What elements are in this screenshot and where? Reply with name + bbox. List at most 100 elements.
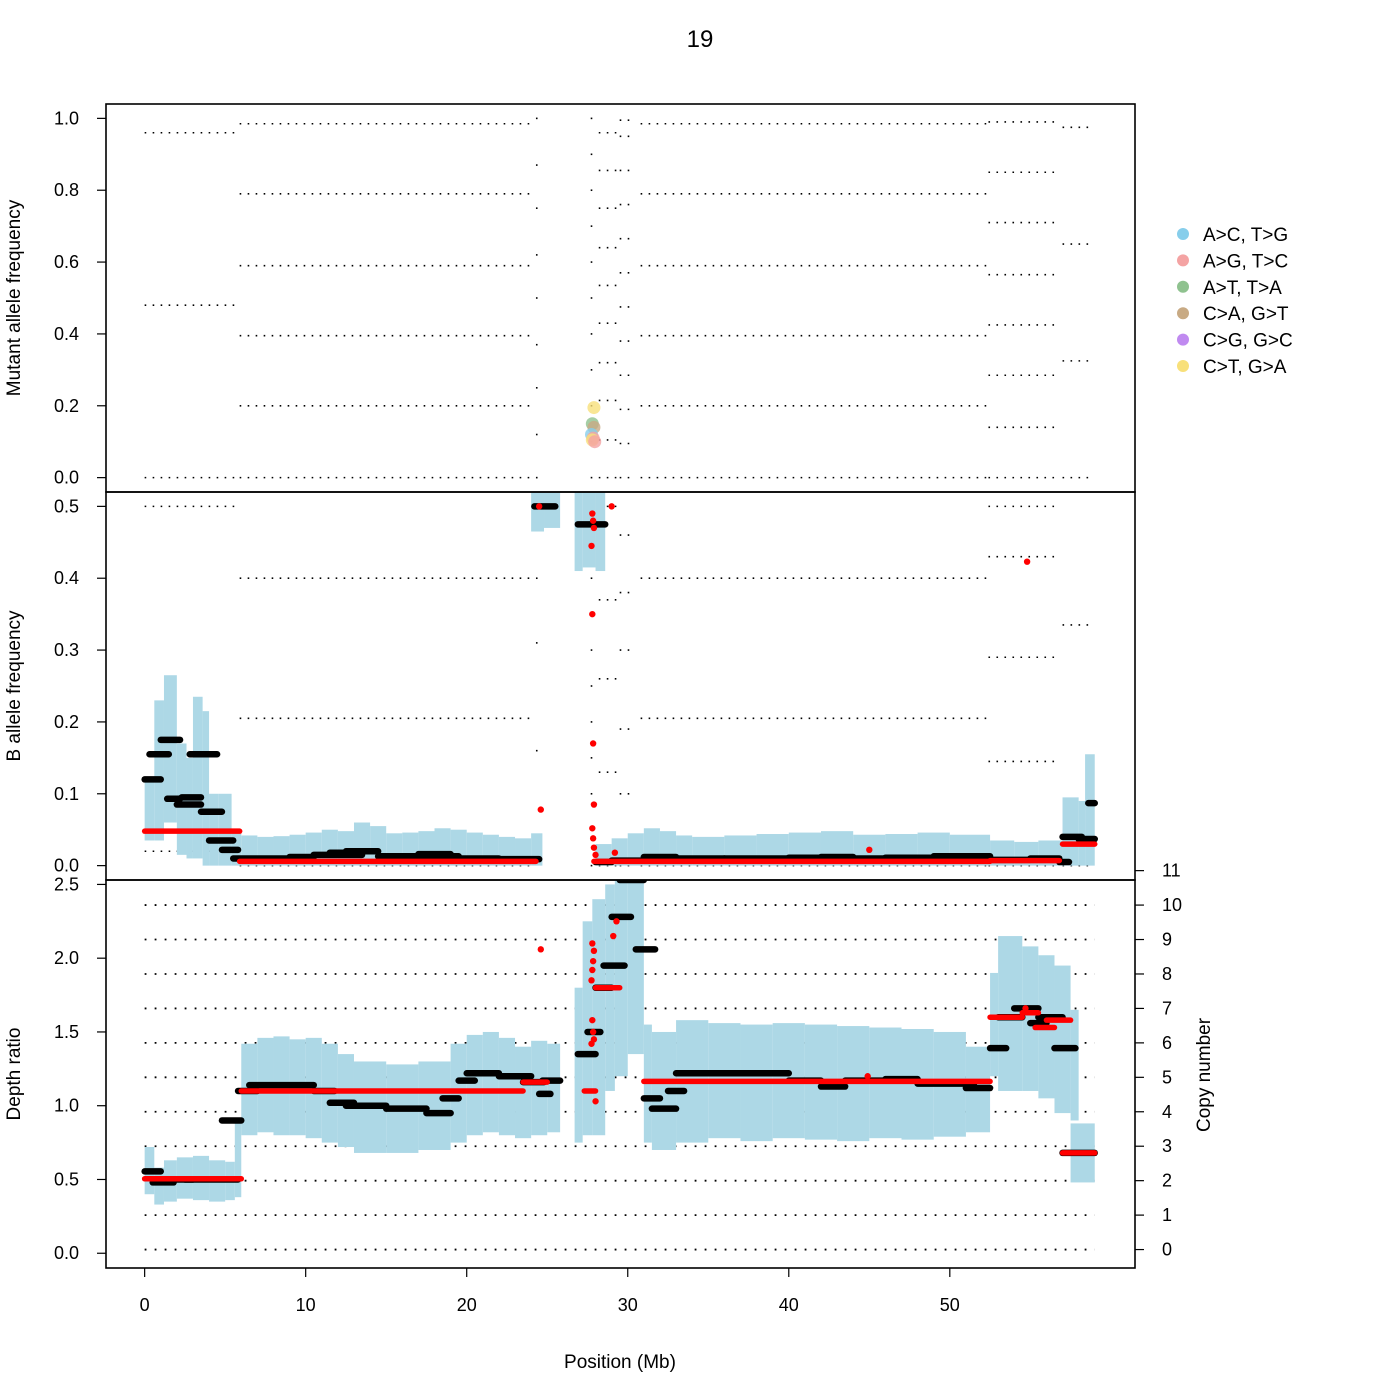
baf-y-tick-label: 0.3 xyxy=(54,640,79,660)
maf-y-axis-label: Mutant allele frequency xyxy=(4,199,25,396)
baf-confidence-band xyxy=(1078,800,1086,866)
maf-y-tick-label: 0.6 xyxy=(54,252,79,272)
depth-model-point xyxy=(537,946,544,953)
maf-y-tick-label: 0.8 xyxy=(54,180,79,200)
baf-confidence-band xyxy=(531,833,543,866)
legend-label: C>G, G>C xyxy=(1203,331,1293,352)
baf-model-point xyxy=(866,846,873,854)
baf-model-point xyxy=(611,849,619,856)
depth-model-point xyxy=(589,1028,597,1036)
baf-y-tick-label: 0.2 xyxy=(54,712,79,732)
depth-confidence-band xyxy=(234,1120,242,1198)
depth-y-tick-label: 1.5 xyxy=(54,1022,79,1042)
depth-model-point xyxy=(864,1073,871,1080)
maf-y-tick-label: 1.0 xyxy=(54,108,79,128)
legend-label: C>A, G>T xyxy=(1203,304,1289,325)
maf-panel-frame xyxy=(105,103,1136,493)
baf-model-point xyxy=(608,503,615,510)
legend-swatch xyxy=(1177,360,1189,372)
x-axis-label: Position (Mb) xyxy=(564,1352,676,1373)
copy-number-tick-label: 0 xyxy=(1162,1240,1172,1260)
copy-number-tick-label: 5 xyxy=(1162,1067,1172,1087)
baf-confidence-band xyxy=(163,675,177,823)
depth-model-point xyxy=(588,977,595,984)
depth-confidence-band xyxy=(547,1043,561,1133)
bands-layer xyxy=(144,492,1095,1205)
baf-confidence-band xyxy=(1062,797,1079,866)
baf-model-point xyxy=(589,740,597,747)
depth-confidence-band xyxy=(531,1040,548,1136)
depth-confidence-band xyxy=(466,1034,483,1136)
depth-confidence-band xyxy=(614,880,628,1077)
baf-confidence-band xyxy=(186,757,193,859)
depth-y-tick-label: 2.5 xyxy=(54,874,79,894)
depth-confidence-band xyxy=(498,1037,516,1136)
baf-confidence-band xyxy=(202,711,210,866)
baf-confidence-band xyxy=(595,492,606,572)
copy-number-tick-label: 4 xyxy=(1162,1102,1172,1122)
baf-confidence-band xyxy=(531,492,545,532)
depth-panel-frame xyxy=(105,879,1136,1269)
copy-number-tick-label: 1 xyxy=(1162,1205,1172,1225)
baf-confidence-band xyxy=(1085,754,1095,866)
copy-number-tick-label: 10 xyxy=(1162,895,1182,915)
depth-model-point xyxy=(589,966,596,974)
baf-confidence-band xyxy=(144,779,155,841)
copy-number-tick-label: 9 xyxy=(1162,930,1172,950)
baf-model-point xyxy=(589,825,596,832)
x-tick-label: 20 xyxy=(457,1295,477,1315)
baf-model-point xyxy=(588,542,595,550)
baf-model-point xyxy=(590,524,598,532)
baf-grid-dots xyxy=(144,505,1092,867)
mutation-point xyxy=(587,401,601,415)
baf-model-point xyxy=(589,835,597,842)
depth-confidence-band xyxy=(627,880,644,1055)
depth-confidence-band xyxy=(1070,1009,1079,1121)
baf-y-tick-label: 0.4 xyxy=(54,568,79,588)
depth-confidence-band xyxy=(1022,946,1039,1091)
baf-model-point xyxy=(537,806,544,813)
baf-model-point xyxy=(590,801,598,808)
depth-confidence-band xyxy=(574,987,583,1143)
x-tick-label: 50 xyxy=(940,1295,960,1315)
legend-label: C>T, G>A xyxy=(1203,357,1287,378)
depth-confidence-band xyxy=(990,972,999,1077)
copy-number-tick-label: 11 xyxy=(1162,861,1181,881)
baf-model-point xyxy=(589,517,597,524)
baf-model-point xyxy=(589,610,596,618)
maf-grid-dots xyxy=(144,117,1092,479)
baf-confidence-band xyxy=(192,696,203,859)
legend-swatch xyxy=(1177,307,1189,320)
copy-number-tick-label: 6 xyxy=(1162,1033,1172,1053)
depth-model-point xyxy=(592,1098,599,1105)
baf-y-tick-label: 0.1 xyxy=(54,784,79,804)
depth-model-point xyxy=(613,918,620,925)
depth-model-point xyxy=(589,957,597,965)
copy-number-tick-label: 2 xyxy=(1162,1171,1172,1191)
copy-number-tick-label: 7 xyxy=(1162,998,1172,1018)
depth-y-tick-label: 2.0 xyxy=(54,948,79,968)
legend-label: A>G, T>C xyxy=(1203,251,1288,272)
depth-y-tick-label: 0.5 xyxy=(54,1169,79,1189)
axes-layer: 0.0 0.2 0.4 0.6 0.8 1.0 Mutant allele frequenc… xyxy=(4,108,1215,1315)
depth-confidence-band xyxy=(998,936,1023,1091)
model-layer xyxy=(141,503,1098,1182)
copy-number-axis-label: Copy number xyxy=(1194,1017,1215,1132)
depth-y-tick-label: 1.0 xyxy=(54,1096,79,1116)
depth-model-point xyxy=(610,932,617,940)
x-tick-label: 10 xyxy=(296,1295,316,1315)
maf-y-tick-label: 0.2 xyxy=(54,396,79,416)
x-tick-label: 30 xyxy=(618,1295,638,1315)
depth-confidence-band xyxy=(1054,965,1071,1114)
depth-confidence-band xyxy=(482,1031,499,1133)
baf-confidence-band xyxy=(154,700,164,841)
depth-confidence-band xyxy=(582,921,593,1136)
depth-model-point xyxy=(590,947,598,955)
legend-swatch xyxy=(1177,333,1189,346)
chart-title: 19 xyxy=(687,26,714,53)
depth-model-point xyxy=(1022,1005,1029,1012)
baf-model-point xyxy=(589,510,596,517)
maf-y-tick-label: 0.4 xyxy=(54,324,79,344)
x-tick-label: 40 xyxy=(779,1295,799,1315)
depth-model-point xyxy=(589,940,596,947)
